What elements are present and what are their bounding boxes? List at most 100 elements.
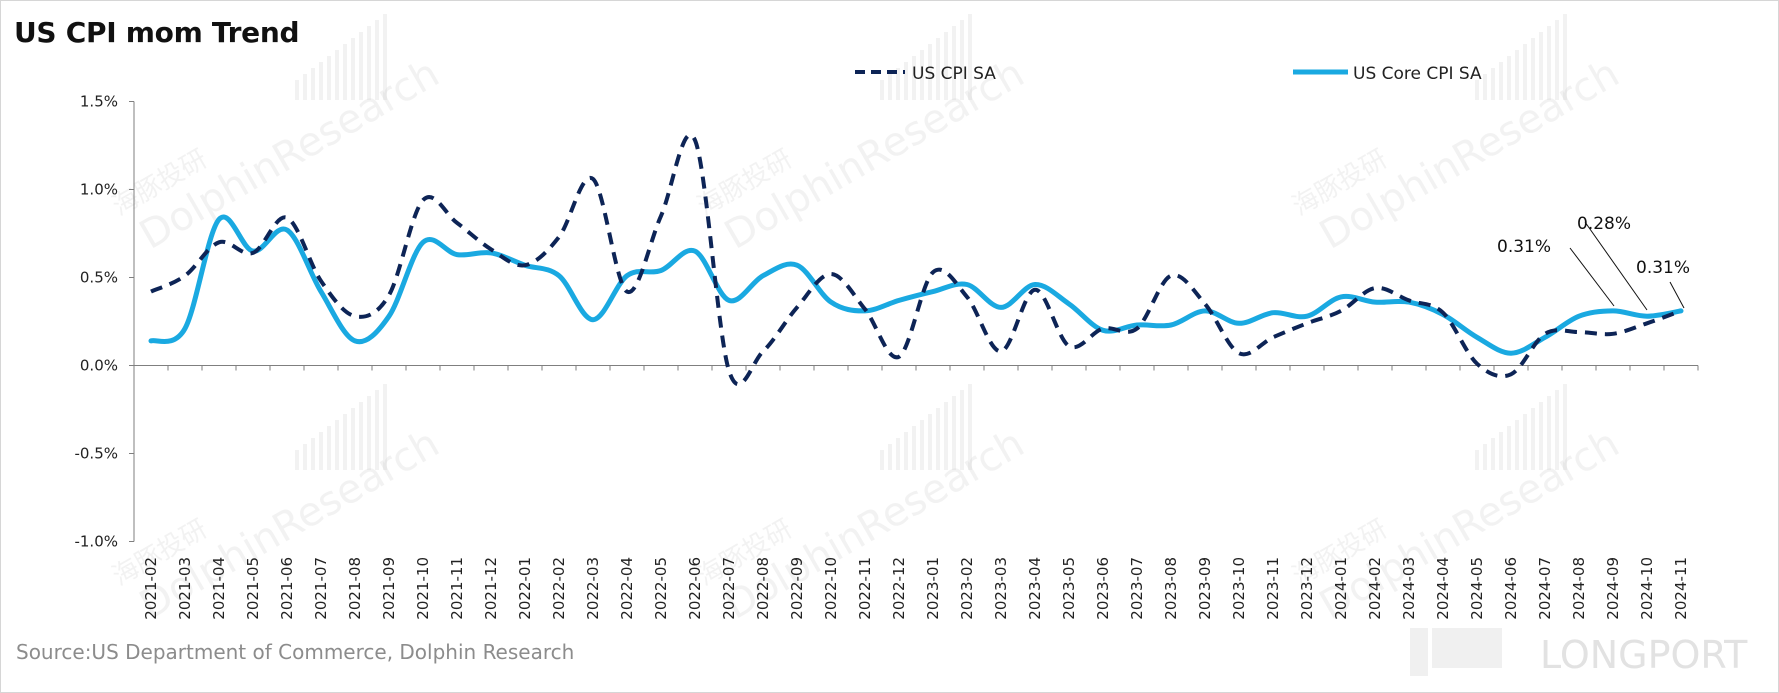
watermark-bar bbox=[936, 38, 940, 100]
x-tick-label: 2022-06 bbox=[686, 557, 704, 620]
watermark-bar bbox=[311, 68, 315, 100]
legend: US CPI SA US Core CPI SA bbox=[855, 64, 1482, 84]
watermark-bar bbox=[327, 426, 331, 470]
watermark-bar bbox=[343, 414, 347, 470]
x-tick-label: 2024-02 bbox=[1366, 557, 1384, 620]
watermark-bar bbox=[928, 414, 932, 470]
y-tick-label: 1.5% bbox=[80, 93, 118, 111]
legend-label-cpi: US CPI SA bbox=[912, 64, 996, 84]
watermark-bar bbox=[1555, 390, 1559, 470]
x-tick-label: 2022-05 bbox=[652, 557, 670, 620]
watermark-bar bbox=[1475, 450, 1479, 470]
x-tick-label: 2021-06 bbox=[278, 557, 296, 620]
x-tick-label: 2022-12 bbox=[890, 557, 908, 620]
watermark-bar bbox=[968, 384, 972, 470]
x-tick-label: 2023-02 bbox=[958, 557, 976, 620]
x-tick-label: 2021-05 bbox=[244, 557, 262, 620]
watermark-bar bbox=[335, 50, 339, 100]
x-tick-label: 2022-04 bbox=[618, 557, 636, 620]
watermark-bar bbox=[896, 68, 900, 100]
x-tick-label: 2024-03 bbox=[1400, 557, 1418, 620]
legend-item-core: US Core CPI SA bbox=[1293, 64, 1482, 84]
watermark-bar bbox=[1555, 20, 1559, 100]
axes: -1.0% -0.5% 0.0% 0.5% 1.0% 1.5% 2021-02 2021-03… bbox=[74, 93, 1699, 620]
watermark-bar bbox=[1491, 68, 1495, 100]
annotations: 0.31% 0.28% 0.31% bbox=[1497, 214, 1690, 311]
watermark-bar bbox=[319, 432, 323, 470]
x-tick-label: 2024-05 bbox=[1468, 557, 1486, 620]
y-tick-label: 0.0% bbox=[80, 357, 118, 375]
x-tick-label: 2022-02 bbox=[550, 557, 568, 620]
watermark-bar bbox=[960, 20, 964, 100]
x-tick-label: 2024-06 bbox=[1502, 557, 1520, 620]
watermark-bar bbox=[912, 426, 916, 470]
watermark-bar bbox=[375, 20, 379, 100]
watermark-bar bbox=[1491, 438, 1495, 470]
x-tick-label: 2023-11 bbox=[1264, 557, 1282, 620]
x-tick-label: 2022-10 bbox=[822, 557, 840, 620]
watermark-bar bbox=[1515, 420, 1519, 470]
y-tick-label: 1.0% bbox=[80, 181, 118, 199]
annotation-label-2: 0.28% bbox=[1577, 214, 1631, 234]
x-tick-label: 2021-10 bbox=[414, 557, 432, 620]
watermark-bar bbox=[904, 432, 908, 470]
x-tick-label: 2023-06 bbox=[1094, 557, 1112, 620]
x-tick-label: 2024-01 bbox=[1332, 557, 1350, 620]
watermark-bar bbox=[351, 408, 355, 470]
annotation-label-1: 0.31% bbox=[1497, 237, 1551, 257]
watermark-bar bbox=[1523, 44, 1527, 100]
watermark-bar bbox=[1507, 56, 1511, 100]
watermark-bar bbox=[351, 38, 355, 100]
x-tick-label: 2022-11 bbox=[856, 557, 874, 620]
watermark-bar bbox=[303, 444, 307, 470]
watermark-bar bbox=[1547, 26, 1551, 100]
watermark-bar bbox=[295, 80, 299, 100]
x-tick-label: 2022-07 bbox=[720, 557, 738, 620]
longport-watermark: LONGPORT bbox=[1410, 628, 1748, 677]
watermark-bar bbox=[1483, 74, 1487, 100]
x-tick-label: 2023-03 bbox=[992, 557, 1010, 620]
x-tick-label: 2024-08 bbox=[1570, 557, 1588, 620]
watermark-bar bbox=[303, 74, 307, 100]
watermark-bar bbox=[920, 50, 924, 100]
x-tick-label: 2021-07 bbox=[312, 557, 330, 620]
watermark-bar bbox=[311, 438, 315, 470]
watermark-bar bbox=[912, 56, 916, 100]
watermark-bar bbox=[319, 62, 323, 100]
x-tick-label: 2024-04 bbox=[1434, 557, 1452, 620]
watermark-bar bbox=[952, 396, 956, 470]
watermark-bar bbox=[327, 56, 331, 100]
watermark-bar bbox=[968, 14, 972, 100]
legend-label-core: US Core CPI SA bbox=[1353, 64, 1482, 84]
source-note: Source:US Department of Commerce, Dolphi… bbox=[16, 640, 575, 664]
watermark-bar bbox=[904, 62, 908, 100]
y-tick-label: 0.5% bbox=[80, 269, 118, 287]
watermark-bar bbox=[936, 408, 940, 470]
watermark-bar bbox=[888, 74, 892, 100]
x-tick-label: 2024-07 bbox=[1536, 557, 1554, 620]
x-tick-label: 2023-08 bbox=[1162, 557, 1180, 620]
x-tick-label: 2021-03 bbox=[176, 557, 194, 620]
x-tick-label: 2023-04 bbox=[1026, 557, 1044, 620]
watermark-bar bbox=[1539, 32, 1543, 100]
annotation-leader-2 bbox=[1584, 221, 1648, 311]
watermark-bar bbox=[1563, 14, 1567, 100]
x-tick-label: 2021-09 bbox=[380, 557, 398, 620]
x-tick-label: 2023-09 bbox=[1196, 557, 1214, 620]
y-tick-label: -0.5% bbox=[74, 445, 118, 463]
series-line-cpi bbox=[150, 133, 1682, 387]
legend-item-cpi: US CPI SA bbox=[855, 64, 996, 84]
watermark-bar bbox=[1531, 38, 1535, 100]
watermark-bar bbox=[944, 32, 948, 100]
series-layer bbox=[148, 133, 1684, 387]
watermark-bar bbox=[888, 444, 892, 470]
x-tick-label: 2022-03 bbox=[584, 557, 602, 620]
watermark-bar bbox=[1547, 396, 1551, 470]
x-tick-label: 2021-04 bbox=[210, 557, 228, 620]
watermark-bar bbox=[920, 420, 924, 470]
x-tick-label: 2023-07 bbox=[1128, 557, 1146, 620]
watermark-bar bbox=[335, 420, 339, 470]
watermark-bar bbox=[383, 14, 387, 100]
x-tick-label: 2022-01 bbox=[516, 557, 534, 620]
